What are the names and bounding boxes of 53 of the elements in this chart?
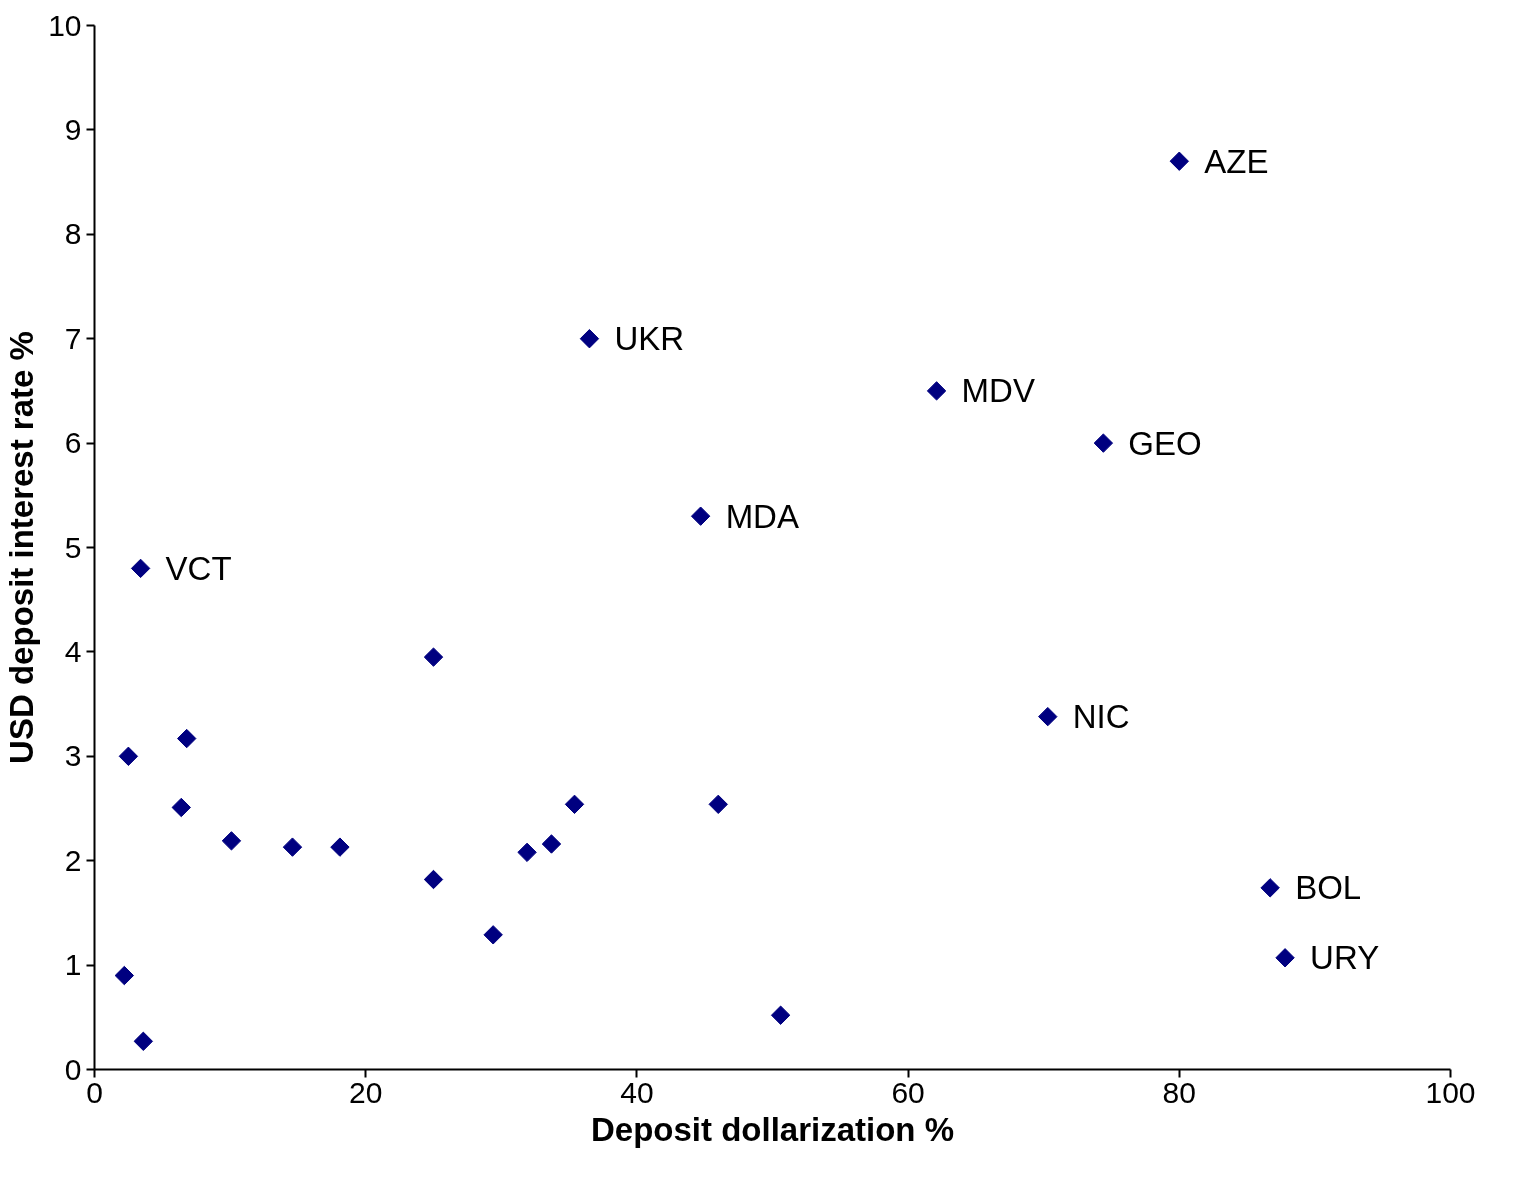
point: [130, 558, 151, 579]
point: [423, 869, 444, 890]
y-tick-label: 9: [64, 112, 82, 146]
x-axis-title: Deposit dollarization %: [590, 1110, 955, 1148]
point: [1093, 433, 1114, 453]
annotation: BOL: [1295, 869, 1362, 907]
y-tick-label: 6: [64, 426, 82, 460]
y-tick-label: 7: [64, 321, 82, 355]
point: [1260, 878, 1280, 898]
point: [423, 647, 444, 667]
y-tick-label: 0: [64, 1052, 82, 1086]
point: [1169, 151, 1189, 171]
annotation: NIC: [1072, 698, 1130, 736]
x-tick-label: 100: [1425, 1075, 1476, 1109]
point: [926, 381, 947, 401]
annotation: MDA: [725, 497, 799, 535]
annotation: GEO: [1128, 424, 1202, 462]
x-tick-label: 0: [86, 1075, 103, 1109]
x-tick-label: 40: [620, 1075, 654, 1109]
point: [221, 831, 242, 851]
point: [177, 728, 197, 749]
point: [171, 797, 191, 818]
point: [330, 837, 350, 857]
y-tick-label: 2: [64, 843, 82, 877]
y-tick-label: 8: [64, 217, 82, 251]
annotation: MDV: [961, 372, 1035, 410]
y-tick-label: 3: [64, 739, 82, 773]
point: [770, 1005, 791, 1025]
point: [708, 794, 728, 815]
annotation: URY: [1310, 939, 1380, 977]
y-tick-label: 5: [64, 530, 82, 564]
x-tick-label: 80: [1162, 1075, 1196, 1109]
point: [282, 837, 303, 857]
point: [133, 1031, 154, 1051]
y-tick-label: 1: [64, 948, 82, 982]
point: [517, 842, 537, 863]
x-tick-label: 20: [349, 1075, 383, 1109]
annotation: AZE: [1204, 142, 1269, 180]
point: [1275, 948, 1295, 968]
x-tick-label: 60: [891, 1075, 925, 1109]
y-tick-label: 4: [64, 634, 82, 668]
annotation: UKR: [614, 320, 685, 358]
point: [690, 506, 711, 526]
y-axis-title: USD deposit interest rate %: [3, 331, 41, 764]
point: [564, 794, 585, 815]
point: [118, 746, 139, 766]
point: [114, 965, 135, 986]
point: [483, 925, 503, 945]
point: [1038, 706, 1058, 727]
annotation: VCT: [165, 549, 232, 587]
point: [541, 834, 562, 854]
point: [579, 329, 600, 349]
y-tick-label: 10: [48, 8, 82, 42]
